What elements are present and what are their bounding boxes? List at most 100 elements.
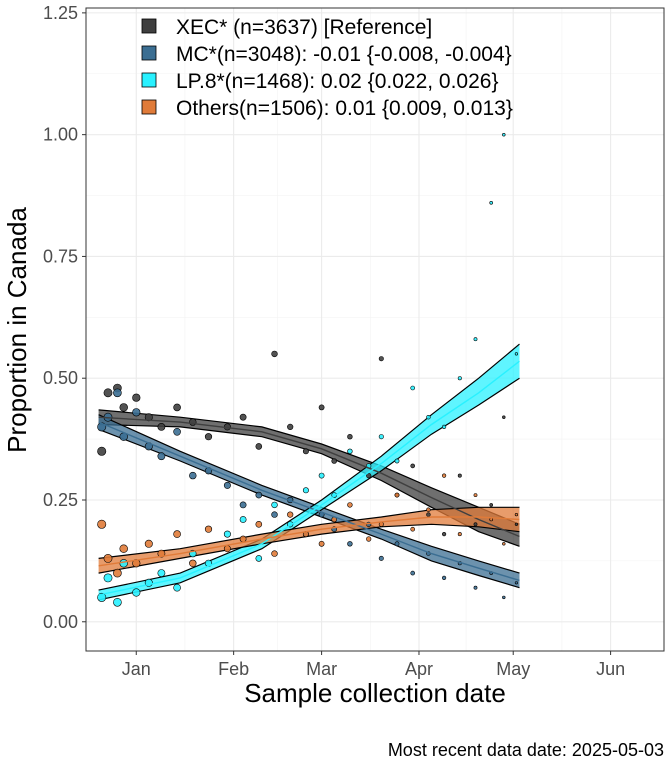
data-point [97, 519, 107, 529]
data-point [514, 352, 519, 356]
data-point [426, 415, 431, 420]
data-point [473, 493, 478, 498]
data-point [410, 526, 416, 532]
band-upper-edge [98, 343, 520, 591]
data-point [347, 541, 353, 547]
data-point [378, 555, 384, 561]
data-point [394, 492, 400, 498]
data-point [173, 403, 181, 412]
data-point [189, 471, 197, 480]
data-point [394, 458, 400, 464]
y-axis-title: Proportion in Canada [2, 207, 32, 453]
data-point [302, 487, 309, 494]
data-point [103, 554, 113, 563]
data-point [255, 443, 263, 450]
data-point [223, 545, 231, 553]
x-tick-label: May [496, 659, 530, 679]
data-point [113, 388, 122, 398]
data-point [514, 581, 519, 585]
data-point [442, 424, 447, 430]
data-point [97, 446, 107, 456]
y-tick-label: 0.75 [43, 246, 78, 266]
data-point [318, 540, 325, 547]
x-tick-label: Feb [218, 659, 249, 679]
data-point [271, 511, 278, 518]
data-point [473, 522, 478, 527]
data-point [442, 473, 447, 478]
y-tick-label: 1.00 [43, 125, 78, 145]
confidence-band [98, 409, 520, 547]
data-point [239, 516, 247, 523]
data-point [331, 458, 338, 464]
legend-key [141, 99, 157, 115]
data-point [113, 568, 122, 578]
data-points [97, 133, 519, 607]
data-point [103, 388, 113, 398]
data-point [473, 337, 478, 342]
data-point [442, 531, 447, 537]
data-point [489, 201, 494, 205]
data-point [223, 481, 231, 489]
legend-label: XEC* (n=3637) [Reference] [176, 16, 432, 39]
data-point [378, 434, 384, 440]
legend-key [141, 72, 157, 88]
data-point [271, 550, 278, 557]
band-upper-edge [98, 414, 520, 574]
fit-line [98, 360, 520, 596]
data-point [132, 393, 141, 402]
data-point [113, 597, 122, 607]
band-lower-edge [98, 377, 520, 601]
data-point [302, 448, 309, 455]
data-point [502, 415, 506, 419]
data-point [502, 133, 506, 137]
data-point [173, 583, 181, 592]
data-point [457, 376, 462, 381]
x-tick-label: Jan [122, 659, 151, 679]
data-point [255, 491, 263, 499]
band-upper-edge [98, 506, 520, 559]
data-point [287, 511, 294, 518]
data-point [489, 503, 494, 507]
x-axis-ticks: Jan Feb Mar Apr May Jun [122, 651, 625, 679]
y-tick-label: 1.25 [43, 3, 78, 23]
data-point [347, 434, 353, 440]
grid-minor [86, 8, 664, 651]
data-point [204, 433, 213, 441]
data-point [502, 542, 506, 546]
data-point [410, 570, 416, 576]
data-point [271, 350, 278, 358]
legend-label: MC*(n=3048): -0.01 {-0.008, -0.004} [176, 43, 512, 66]
data-point [287, 423, 294, 431]
data-point [473, 585, 478, 590]
data-point [132, 588, 141, 597]
data-point [204, 525, 213, 533]
data-point [239, 501, 247, 509]
y-axis-ticks: 0.00 0.25 0.50 0.75 1.00 1.25 [43, 3, 86, 632]
data-point [157, 569, 166, 577]
y-tick-label: 0.25 [43, 490, 78, 510]
plot-panel [86, 8, 664, 651]
x-axis-title: Sample collection date [244, 678, 506, 708]
x-tick-label: Jun [596, 659, 625, 679]
data-point [119, 544, 128, 553]
fit-line [98, 516, 520, 567]
legend: XEC* (n=3637) [Reference] MC*(n=3048): -0… [141, 16, 513, 120]
plot-border [85, 7, 665, 652]
y-tick-label: 0.50 [43, 368, 78, 388]
x-tick-label: Mar [306, 659, 337, 679]
data-point [426, 507, 431, 512]
fit-lines [98, 360, 520, 596]
data-point [132, 408, 141, 417]
confidence-bands [98, 343, 520, 601]
fit-line [98, 421, 520, 582]
data-point [514, 512, 519, 517]
data-point [223, 530, 231, 538]
data-point [271, 501, 278, 509]
data-point [410, 385, 416, 391]
data-point [347, 502, 353, 508]
data-point [255, 520, 263, 528]
data-point [157, 452, 166, 461]
data-point [239, 413, 247, 421]
data-point [502, 595, 506, 600]
legend-key [141, 18, 157, 34]
